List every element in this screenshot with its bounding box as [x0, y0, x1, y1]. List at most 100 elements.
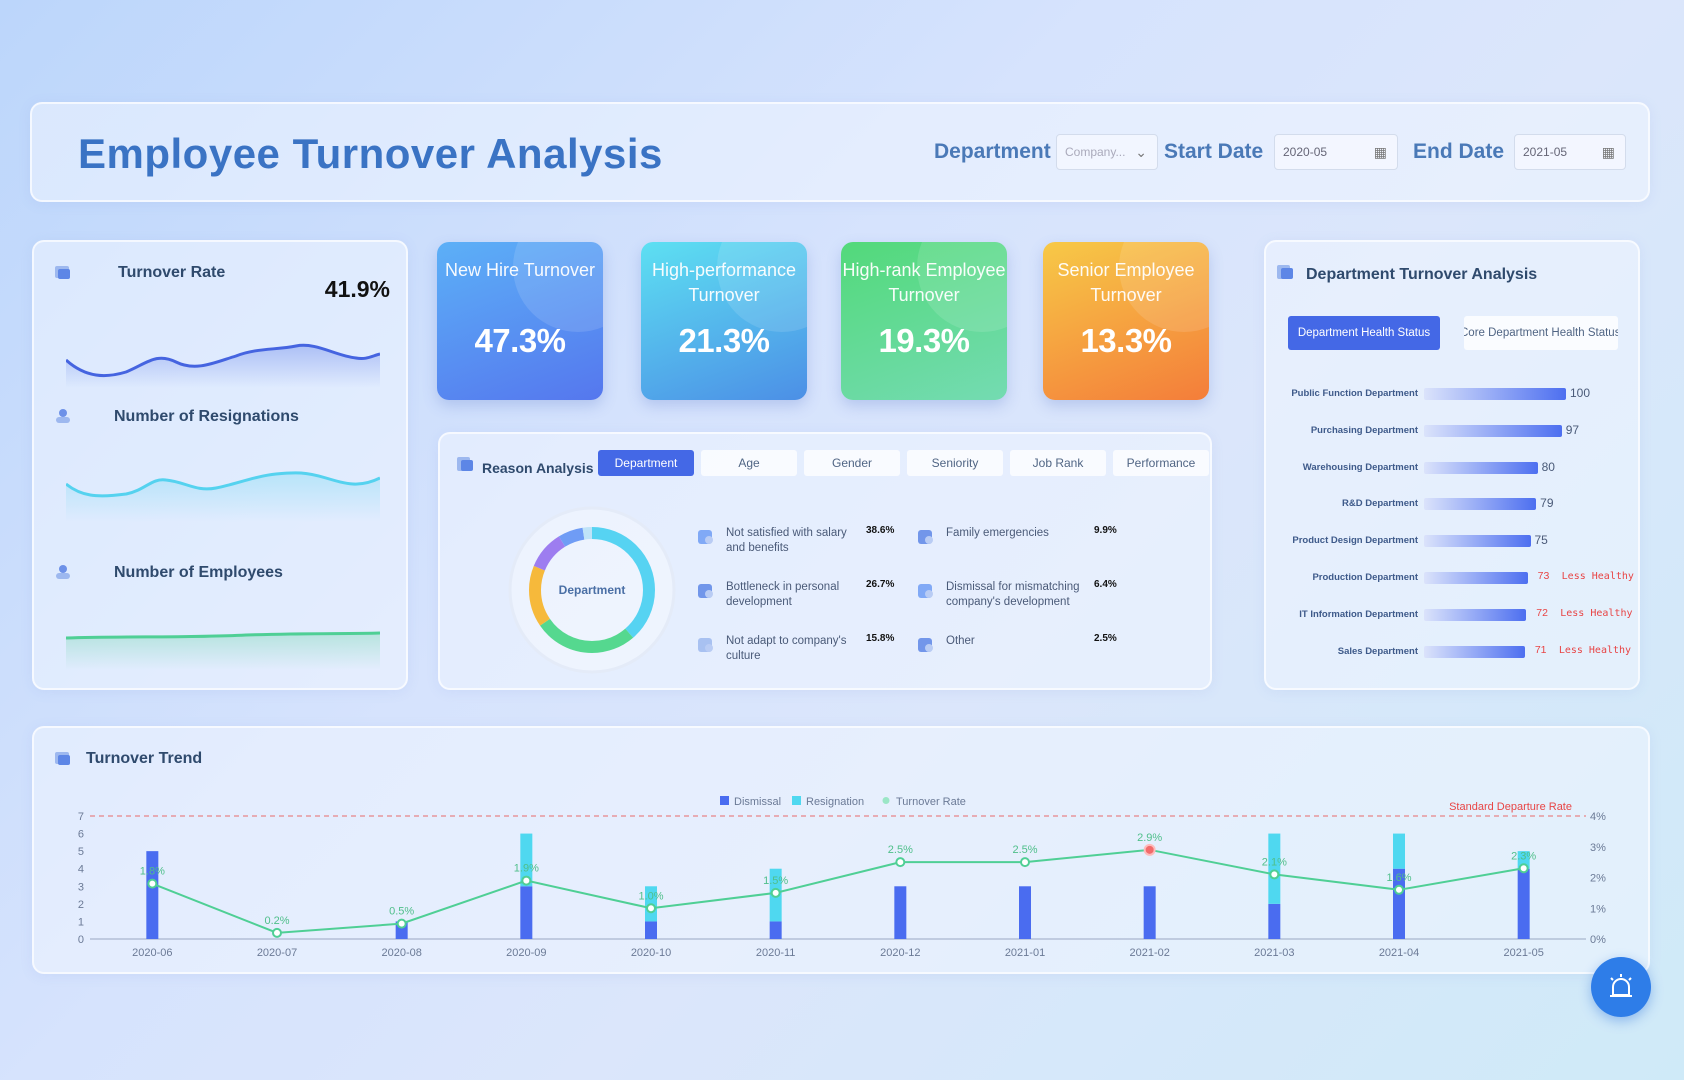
turnover-rate-point[interactable]: [396, 918, 407, 929]
legend-swatch: [792, 796, 801, 805]
alarm-button[interactable]: [1591, 957, 1651, 1017]
department-row-value: 80: [1541, 459, 1555, 474]
kpi-card[interactable]: New Hire Turnover 47.3%: [437, 242, 603, 400]
kpi-card[interactable]: Senior Employee Turnover 13.3%: [1043, 242, 1209, 400]
turnover-rate-point[interactable]: [646, 903, 656, 914]
end-date-input[interactable]: 2021-05 ▦: [1514, 134, 1626, 170]
reason-icon: [698, 638, 713, 652]
department-row-value: 72: [1536, 606, 1548, 619]
reason-donut-chart: Department: [508, 506, 676, 674]
reason-icon: [698, 530, 713, 544]
department-row-warning: Less Healthy: [1558, 644, 1632, 656]
department-row-label: IT Information Department: [1299, 608, 1418, 620]
tab-reason-seniority[interactable]: Seniority: [907, 450, 1003, 476]
turnover-rate-point[interactable]: [521, 875, 532, 886]
reason-analysis-title: Reason Analysis: [482, 460, 594, 476]
y-tick-left: 2: [78, 899, 84, 911]
turnover-rate-point[interactable]: [1518, 863, 1529, 874]
department-row-bar: [1424, 498, 1537, 511]
y-tick-right: 1%: [1590, 903, 1606, 915]
department-row-value: 100: [1570, 386, 1591, 400]
turnover-rate-point[interactable]: [1020, 857, 1030, 868]
turnover-rate-point[interactable]: [1269, 869, 1280, 880]
y-tick-left: 7: [78, 811, 84, 823]
resignations-title: Number of Resignations: [114, 408, 299, 425]
bar-dismissal: [520, 886, 533, 939]
department-row-bar: [1424, 645, 1525, 658]
department-turnover-title: Department Turnover Analysis: [1306, 266, 1538, 283]
kpi-card-value: 47.3%: [474, 322, 566, 359]
turnover-rate-point-label: 1.9%: [514, 863, 539, 875]
reason-percent: 15.8%: [866, 633, 895, 644]
start-date-input[interactable]: 2020-05 ▦: [1274, 134, 1398, 170]
bar-dismissal: [146, 851, 159, 939]
tab-reason-performance[interactable]: Performance: [1113, 450, 1209, 476]
x-tick-label: 2021-01: [1005, 947, 1045, 959]
x-tick-label: 2021-05: [1503, 947, 1543, 959]
tab-reason-gender[interactable]: Gender: [804, 450, 900, 476]
reason-percent: 2.5%: [1094, 633, 1117, 644]
department-select-value: Company...: [1065, 145, 1126, 159]
turnover-rate-point-label: 2.5%: [888, 844, 913, 856]
donut-slice: [529, 527, 655, 653]
tab-department-health-status[interactable]: Department Health Status: [1288, 316, 1440, 350]
kpi-card[interactable]: High-rank Employee Turnover 19.3%: [841, 242, 1007, 400]
kpi-card[interactable]: High-performance Turnover 21.3%: [641, 242, 807, 400]
turnover-rate-point[interactable]: [1394, 884, 1404, 895]
department-row-warning: Less Healthy: [1560, 607, 1633, 619]
turnover-rate-value: 41.9%: [324, 276, 390, 302]
y-tick-right: 2%: [1590, 873, 1606, 885]
bar-dismissal: [1268, 903, 1281, 939]
turnover-rate-point-label: 2.5%: [1012, 844, 1037, 856]
reason-percent: 38.6%: [866, 525, 895, 536]
turnover-rate-point[interactable]: [272, 927, 282, 938]
y-tick-left: 1: [78, 916, 84, 928]
turnover-rate-point[interactable]: [147, 878, 158, 889]
bar-dismissal: [645, 921, 657, 939]
tab-reason-age[interactable]: Age: [701, 450, 797, 476]
bar-resignation: [520, 833, 533, 887]
donut-slice: [529, 527, 655, 653]
y-tick-right: 0%: [1590, 934, 1606, 946]
tab-reason-job-rank[interactable]: Job Rank: [1010, 450, 1106, 476]
tab-core-department-health-status[interactable]: Core Department Health Status: [1464, 316, 1618, 350]
department-row-value: 97: [1565, 422, 1580, 437]
y-tick-right: 4%: [1590, 811, 1606, 823]
department-row-bar: [1424, 572, 1528, 584]
employees-title: Number of Employees: [114, 564, 283, 581]
department-row-value: 71: [1534, 643, 1547, 656]
turnover-rate-point-label: 1.0%: [638, 890, 663, 902]
department-row-label: R&D Department: [1341, 498, 1418, 510]
turnover-rate-point-label: 2.9%: [1137, 832, 1162, 844]
summary-panel: Turnover Rate 41.9% Number of Resignatio…: [32, 240, 408, 690]
bar-dismissal: [1143, 886, 1156, 939]
department-select[interactable]: Company... ⌄: [1056, 134, 1158, 170]
calendar-icon: ▦: [1373, 144, 1387, 160]
reason-label: Family emergencies: [946, 527, 1049, 539]
document-icon: [1277, 265, 1293, 279]
turnover-trend-chart: 0 1 2 3 4 5 6 7 0% 1% 2% 3% 4% Standard Departure Rat…: [78, 796, 1606, 959]
turnover-rate-line: [151, 848, 1524, 934]
turnover-rate-point[interactable]: [895, 857, 906, 868]
donut-slice: [529, 527, 655, 653]
bar-dismissal: [769, 921, 782, 939]
turnover-rate-point-label: 1.5%: [763, 875, 788, 887]
kpi-card-value: 13.3%: [1080, 322, 1172, 359]
turnover-rate-point[interactable]: [770, 887, 781, 898]
bar-dismissal: [1019, 886, 1031, 939]
y-tick-left: 0: [78, 934, 84, 946]
alarm-icon: [1610, 974, 1632, 997]
x-tick-label: 2020-07: [257, 947, 297, 959]
reason-icon: [918, 530, 933, 544]
department-row-label: Purchasing Department: [1310, 424, 1418, 436]
x-tick-label: 2020-06: [132, 947, 172, 959]
kpi-card-label: High-performance Turnover: [651, 260, 797, 305]
department-row-label: Sales Department: [1337, 645, 1418, 657]
turnover-rate-point[interactable]: [1143, 843, 1156, 856]
kpi-card-decoration: [513, 242, 603, 332]
tab-reason-department[interactable]: Department: [598, 450, 694, 476]
chart-icon: [55, 266, 70, 279]
person-icon: [56, 409, 70, 423]
y-tick-right: 3%: [1590, 842, 1606, 854]
legend-swatch: [882, 797, 890, 804]
